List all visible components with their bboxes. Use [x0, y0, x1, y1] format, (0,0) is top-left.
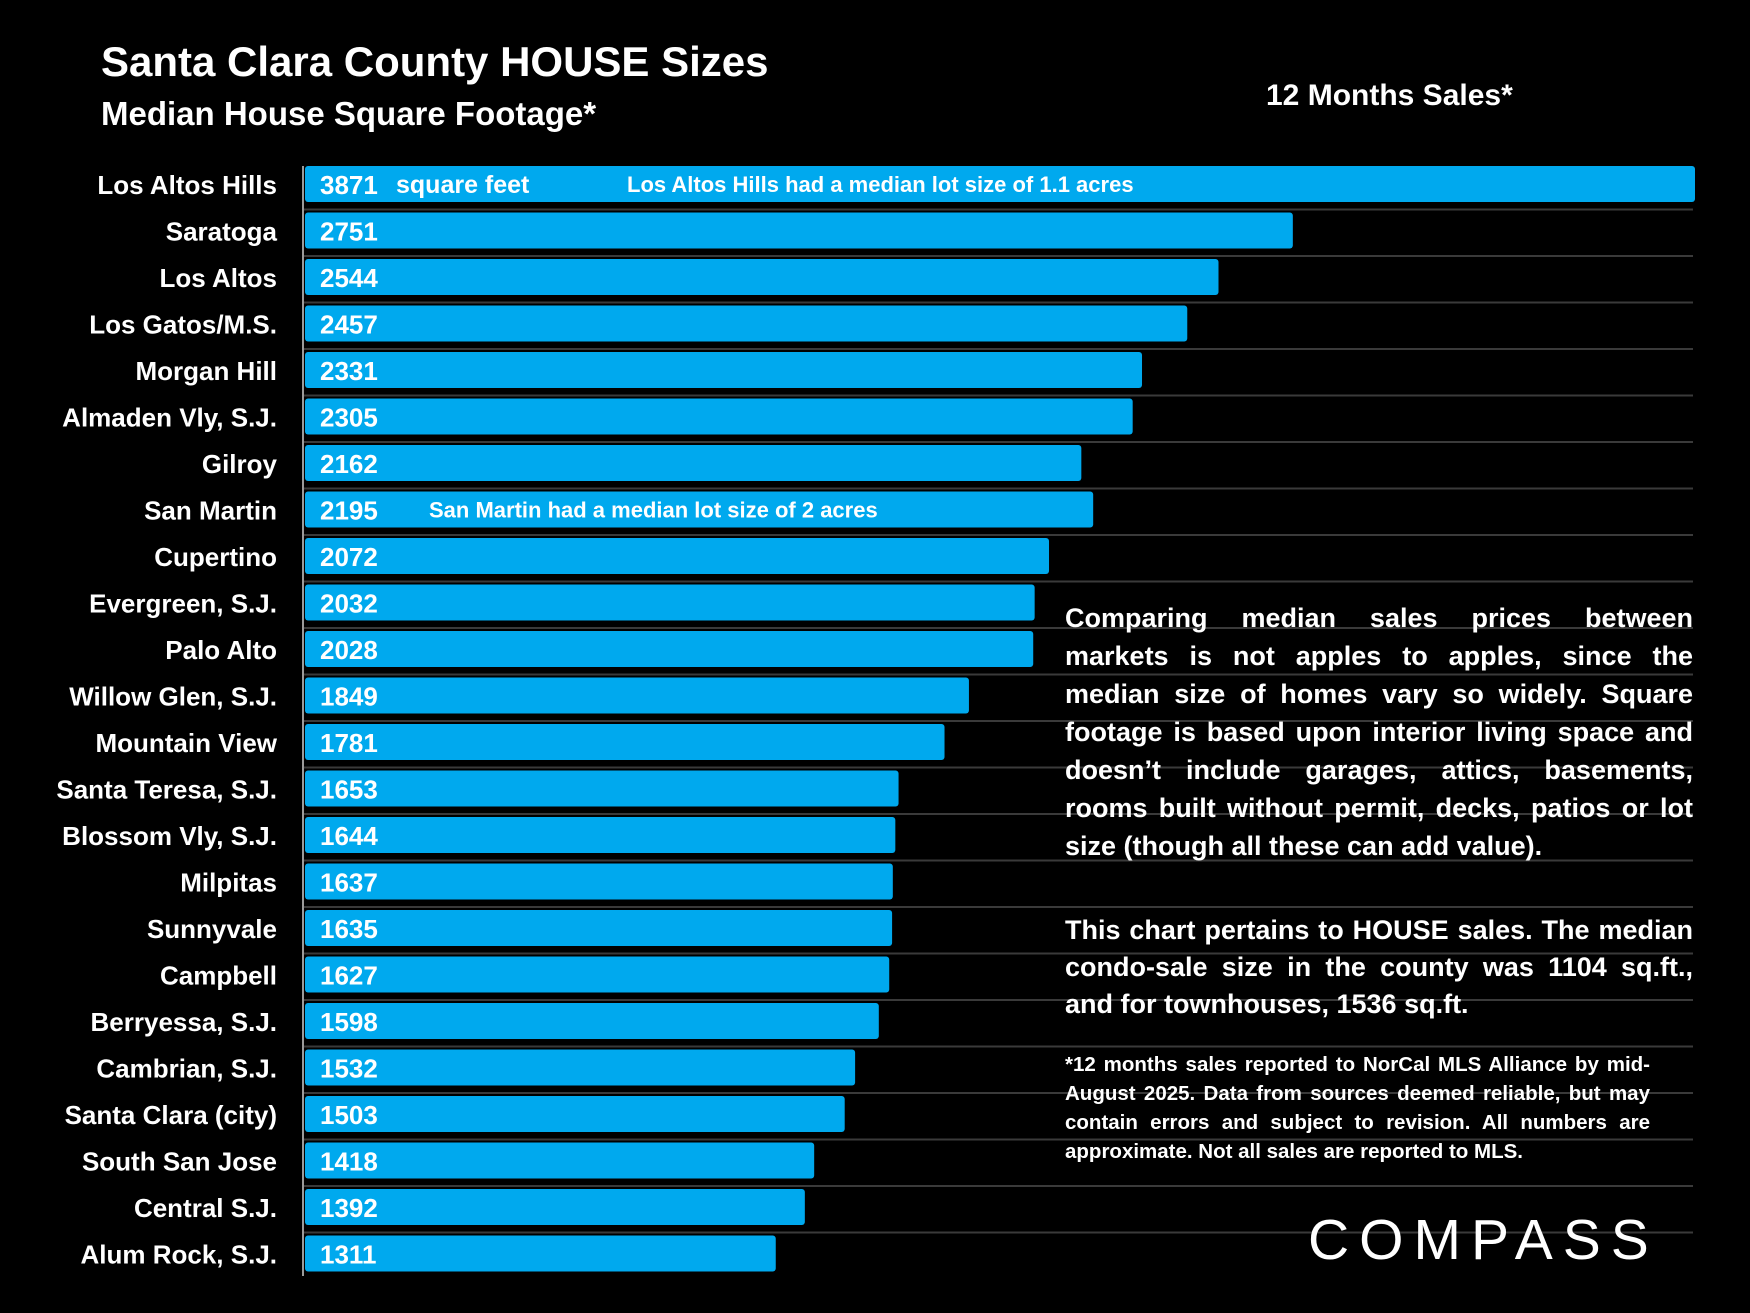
value-label: 1503	[320, 1100, 378, 1130]
value-label: 2072	[320, 542, 378, 572]
category-label: Los Gatos/M.S.	[89, 310, 277, 340]
category-label: Morgan Hill	[135, 356, 277, 386]
house-sales-note: This chart pertains to HOUSE sales. The …	[1065, 915, 1693, 1019]
value-label: 1653	[320, 775, 378, 805]
value-label: 3871	[320, 170, 378, 200]
bar	[305, 770, 899, 807]
category-label: Palo Alto	[165, 635, 277, 665]
value-label: 1849	[320, 682, 378, 712]
value-label: 1637	[320, 868, 378, 898]
value-label: 1392	[320, 1193, 378, 1223]
bar	[305, 398, 1133, 435]
value-label: 1635	[320, 914, 378, 944]
bar	[305, 259, 1219, 295]
category-label: Mountain View	[95, 728, 277, 758]
category-label: South San Jose	[82, 1147, 277, 1177]
value-label: 1644	[320, 821, 378, 851]
unit-label: square feet	[396, 171, 530, 199]
bar	[305, 956, 890, 993]
bar	[305, 1189, 805, 1225]
bar	[305, 212, 1293, 249]
value-label: 2162	[320, 449, 378, 479]
bar	[305, 817, 896, 853]
value-label: 2457	[320, 310, 378, 340]
bar-annotation: San Martin had a median lot size of 2 ac…	[429, 498, 878, 523]
bar	[305, 677, 969, 714]
category-label: Campbell	[160, 961, 277, 991]
category-label: Berryessa, S.J.	[91, 1007, 277, 1037]
bar	[305, 1142, 815, 1179]
bar	[305, 1096, 845, 1132]
bar	[305, 1003, 879, 1039]
value-label: 1418	[320, 1147, 378, 1177]
explanation-paragraph: Comparing median sales prices between ma…	[1065, 603, 1693, 861]
category-label: Cambrian, S.J.	[96, 1054, 277, 1084]
category-label: Central S.J.	[134, 1193, 277, 1223]
bar	[305, 1235, 776, 1272]
category-label: Santa Clara (city)	[65, 1100, 277, 1130]
value-label: 2032	[320, 589, 378, 619]
category-label: Milpitas	[180, 868, 277, 898]
value-label: 1627	[320, 961, 378, 991]
value-label: 2544	[320, 263, 378, 293]
bar	[305, 1049, 856, 1086]
category-label: Saratoga	[166, 217, 278, 247]
period-label: 12 Months Sales*	[1266, 79, 1513, 112]
value-label: 2305	[320, 403, 378, 433]
category-label: Gilroy	[202, 449, 278, 479]
value-label: 1311	[320, 1240, 376, 1270]
value-label: 2751	[320, 217, 378, 247]
value-label: 2028	[320, 635, 378, 665]
chart-title: Santa Clara County HOUSE Sizes	[101, 38, 769, 85]
bar	[305, 352, 1143, 388]
bar	[305, 584, 1035, 621]
compass-logo: COMPASS	[1308, 1208, 1659, 1272]
value-label: 1781	[320, 728, 378, 758]
category-label: Alum Rock, S.J.	[81, 1240, 278, 1270]
bar	[305, 305, 1188, 342]
bar	[305, 910, 893, 946]
category-label: Blossom Vly, S.J.	[62, 821, 277, 851]
category-label: Sunnyvale	[147, 914, 277, 944]
value-label: 2195	[320, 496, 378, 526]
bar-annotation: Los Altos Hills had a median lot size of…	[627, 172, 1134, 197]
chart-subtitle: Median House Square Footage*	[101, 95, 597, 132]
bar	[305, 863, 893, 900]
category-label: Willow Glen, S.J.	[69, 682, 277, 712]
footnote: *12 months sales reported to NorCal MLS …	[1065, 1053, 1650, 1163]
bar	[305, 445, 1082, 481]
category-label: San Martin	[144, 496, 277, 526]
bar	[305, 631, 1034, 667]
category-label: Evergreen, S.J.	[89, 589, 277, 619]
bar	[305, 724, 945, 760]
value-label: 2331	[320, 356, 378, 386]
category-label: Almaden Vly, S.J.	[62, 403, 277, 433]
value-label: 1598	[320, 1007, 378, 1037]
bar	[305, 166, 1695, 202]
bar	[305, 491, 1094, 528]
category-label: Santa Teresa, S.J.	[56, 775, 277, 805]
category-label: Los Altos	[160, 263, 277, 293]
value-label: 1532	[320, 1054, 378, 1084]
category-label: Los Altos Hills	[97, 170, 277, 200]
bar	[305, 538, 1050, 574]
category-label: Cupertino	[154, 542, 277, 572]
